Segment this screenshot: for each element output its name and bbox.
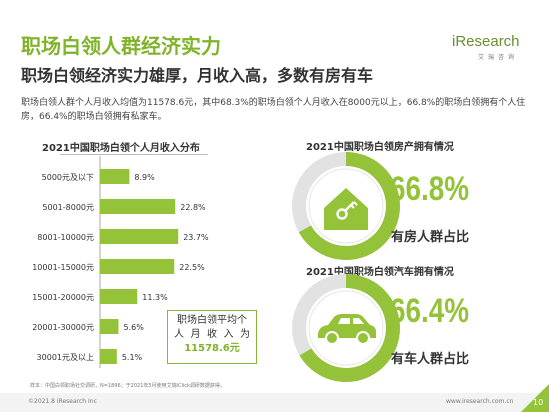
income-category-label: 10001-15000元: [32, 263, 94, 272]
income-bar: [100, 199, 176, 214]
car-ownership-ring: [292, 274, 400, 382]
car-percentage: 66.4%: [390, 292, 470, 330]
income-bar: [100, 289, 138, 304]
income-value-label: 22.8%: [180, 203, 206, 212]
income-value-label: 23.7%: [183, 233, 209, 242]
intro-text: 职场白领人群个人月收入均值为11578.6元，其中68.3%的职场白领个人月收入…: [21, 98, 526, 122]
house-percentage: 66.8%: [390, 170, 470, 208]
callout-line-2: 人月收入为: [174, 329, 250, 340]
income-bar-chart: 5000元及以下 8.9% 5001-8000元 22.8% 8001-10000元 23…: [32, 156, 209, 368]
logo-text: iResearch: [452, 33, 520, 50]
income-category-label: 5000元及以下: [42, 173, 94, 182]
income-value-label: 22.5%: [179, 263, 205, 272]
income-category-label: 5001-8000元: [42, 203, 94, 212]
house-key-icon: [324, 188, 368, 230]
income-category-label: 30001元及以上: [37, 353, 94, 362]
page-number: 10: [533, 398, 544, 407]
income-bar: [100, 319, 119, 334]
ring-share-slice: [292, 274, 400, 382]
callout-value: 11578.6元: [184, 343, 240, 354]
ring-share-slice: [292, 152, 400, 260]
source-note: 样本：中国白领职场社交调研，N=1896；于2021年5月使用艾瑞iClick调…: [30, 383, 225, 389]
page-number-badge: [521, 384, 549, 412]
house-chart-title: 2021中国职场白领房产拥有情况: [306, 142, 454, 153]
income-category-label: 8001-10000元: [37, 233, 94, 242]
income-category-label: 15001-20000元: [32, 293, 94, 302]
website-link[interactable]: www.iresearch.com.cn: [446, 398, 514, 405]
car-icon: [318, 314, 376, 345]
house-label: 有房人群占比: [391, 230, 470, 245]
income-category-label: 20001-30000元: [32, 323, 94, 332]
car-label: 有车人群占比: [391, 352, 470, 367]
page-subtitle: 职场白领经济实力雄厚，月收入高，多数有房有车: [21, 66, 374, 85]
car-chart-title: 2021中国职场白领汽车拥有情况: [306, 267, 454, 278]
income-bar: [100, 349, 117, 364]
average-income-callout: 职场白领平均个 人月收入为 11578.6元: [167, 310, 257, 364]
income-chart-title: 2021中国职场白领个人月收入分布: [42, 143, 200, 154]
income-value-label: 11.3%: [142, 293, 168, 302]
footer-bar: [0, 393, 549, 412]
page-title: 职场白领人群经济实力: [21, 34, 221, 58]
house-ownership-ring: [292, 152, 400, 260]
income-chart-divider: [60, 154, 208, 155]
income-value-label: 5.1%: [122, 353, 143, 362]
income-value-label: 5.6%: [123, 323, 144, 332]
logo-subtext: 艾瑞咨询: [478, 54, 519, 61]
iresearch-logo: iResearch 艾瑞咨询: [452, 33, 532, 67]
income-bar: [100, 229, 179, 244]
income-value-label: 8.9%: [134, 173, 155, 182]
income-bar: [100, 259, 175, 274]
callout-line-1: 职场白领平均个: [177, 315, 247, 326]
copyright-text: ©2021.8 iResearch Inc: [28, 398, 97, 405]
income-bar: [100, 169, 130, 184]
